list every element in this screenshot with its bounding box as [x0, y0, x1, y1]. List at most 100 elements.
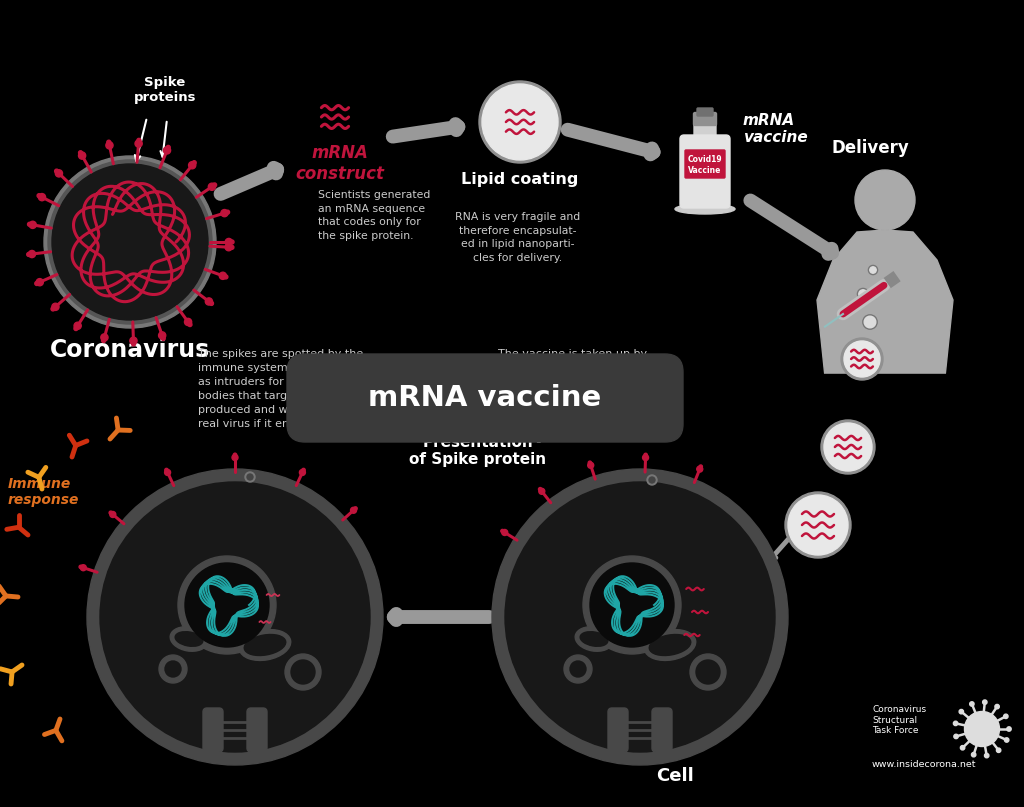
Circle shape — [110, 511, 113, 514]
Polygon shape — [817, 230, 953, 377]
Circle shape — [505, 482, 775, 752]
Circle shape — [857, 288, 868, 299]
Circle shape — [55, 169, 62, 177]
Circle shape — [972, 752, 976, 757]
Circle shape — [479, 81, 561, 163]
Circle shape — [185, 563, 269, 647]
Circle shape — [539, 488, 545, 495]
Circle shape — [208, 183, 215, 190]
FancyBboxPatch shape — [287, 354, 683, 442]
Circle shape — [841, 338, 883, 380]
Circle shape — [564, 655, 592, 683]
Circle shape — [965, 712, 999, 746]
Circle shape — [230, 245, 233, 249]
Circle shape — [36, 278, 43, 286]
Circle shape — [52, 164, 208, 320]
Circle shape — [38, 194, 46, 201]
Circle shape — [51, 307, 55, 311]
Circle shape — [225, 238, 232, 245]
Circle shape — [350, 508, 356, 513]
Text: The vaccine is taken up by
human cells which read the
RNA sequence and produce
s: The vaccine is taken up by human cells w… — [498, 349, 663, 443]
Text: Presentation
of Spike protein: Presentation of Spike protein — [410, 435, 547, 467]
Text: www.insidecorona.net: www.insidecorona.net — [872, 760, 977, 769]
Circle shape — [80, 565, 86, 571]
Circle shape — [995, 705, 999, 709]
Circle shape — [101, 339, 105, 342]
Circle shape — [588, 461, 592, 464]
Circle shape — [54, 169, 58, 173]
Circle shape — [961, 746, 965, 750]
Circle shape — [696, 466, 702, 472]
Circle shape — [699, 465, 702, 468]
FancyBboxPatch shape — [685, 150, 725, 178]
Circle shape — [110, 512, 116, 517]
FancyBboxPatch shape — [697, 108, 713, 116]
Text: Delivery: Delivery — [831, 139, 909, 157]
Circle shape — [159, 655, 187, 683]
Circle shape — [44, 156, 216, 328]
Circle shape — [247, 474, 253, 480]
Circle shape — [649, 477, 655, 483]
Circle shape — [590, 563, 674, 647]
Circle shape — [824, 423, 872, 471]
Ellipse shape — [644, 629, 695, 660]
Circle shape — [953, 734, 958, 738]
Circle shape — [953, 721, 957, 725]
Text: mRNA
construct: mRNA construct — [296, 144, 384, 183]
Circle shape — [785, 492, 851, 558]
Circle shape — [225, 244, 232, 251]
Circle shape — [87, 469, 383, 765]
Circle shape — [193, 161, 197, 165]
Circle shape — [219, 272, 226, 279]
Ellipse shape — [170, 627, 208, 651]
Circle shape — [644, 454, 647, 457]
Circle shape — [647, 475, 657, 485]
Circle shape — [178, 556, 276, 654]
Circle shape — [285, 654, 321, 690]
Circle shape — [79, 152, 86, 159]
FancyBboxPatch shape — [608, 708, 628, 752]
Circle shape — [165, 470, 171, 475]
FancyBboxPatch shape — [694, 119, 716, 141]
Text: RNA is very fragile and
therefore encapsulat-
ed in lipid nanoparti-
cles for de: RNA is very fragile and therefore encaps… — [456, 212, 581, 263]
Circle shape — [106, 140, 111, 144]
Circle shape — [188, 161, 196, 169]
Text: Lipid coating: Lipid coating — [462, 172, 579, 187]
Circle shape — [100, 334, 108, 341]
Circle shape — [213, 183, 216, 187]
Circle shape — [844, 341, 880, 377]
Circle shape — [690, 654, 726, 690]
Circle shape — [165, 661, 181, 677]
Ellipse shape — [675, 204, 735, 214]
Circle shape — [502, 529, 508, 536]
Circle shape — [79, 565, 82, 568]
Circle shape — [29, 250, 36, 257]
Circle shape — [245, 472, 255, 482]
Circle shape — [130, 337, 137, 345]
Circle shape — [74, 322, 81, 329]
Ellipse shape — [581, 632, 608, 646]
Circle shape — [299, 470, 305, 475]
Circle shape — [131, 342, 135, 346]
Circle shape — [788, 495, 848, 555]
Circle shape — [74, 327, 78, 331]
Circle shape — [232, 454, 238, 461]
Circle shape — [570, 661, 586, 677]
Circle shape — [970, 702, 974, 706]
Circle shape — [354, 507, 357, 510]
Circle shape — [35, 282, 39, 286]
Circle shape — [52, 303, 59, 311]
Circle shape — [492, 469, 788, 765]
Circle shape — [983, 700, 987, 705]
Text: Coronavirus: Coronavirus — [50, 338, 210, 362]
Circle shape — [482, 84, 558, 160]
Text: Covid19
Vaccine: Covid19 Vaccine — [688, 155, 722, 174]
Circle shape — [869, 267, 877, 274]
Bar — [820, 374, 950, 384]
FancyBboxPatch shape — [680, 135, 730, 208]
FancyBboxPatch shape — [247, 708, 267, 752]
Text: Cell: Cell — [656, 767, 694, 785]
Ellipse shape — [240, 629, 291, 660]
Circle shape — [959, 709, 964, 714]
Text: Immune
response: Immune response — [8, 477, 80, 507]
